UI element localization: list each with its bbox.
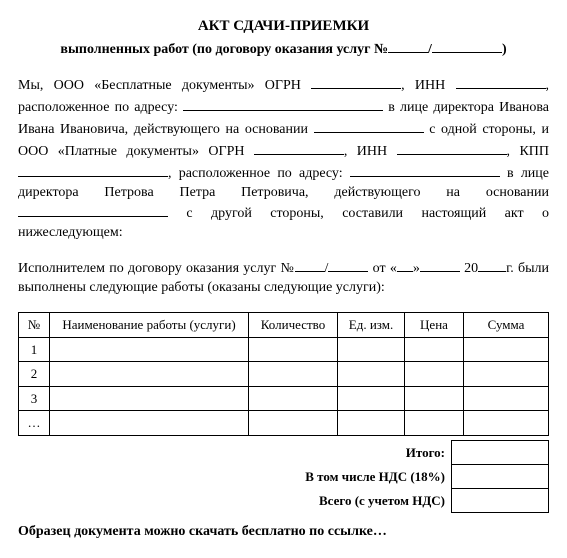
cell-num: …: [19, 411, 50, 436]
totals-total-box[interactable]: [452, 488, 549, 512]
blank-contract-num2[interactable]: [432, 38, 502, 53]
cell-price[interactable]: [405, 411, 464, 436]
table-row: …: [19, 411, 549, 436]
cell-price[interactable]: [405, 362, 464, 387]
totals-nds-label: В том числе НДС (18%): [18, 464, 452, 488]
cell-sum[interactable]: [464, 362, 549, 387]
p1-f: , ИНН: [344, 144, 397, 159]
totals-block: Итого: В том числе НДС (18%) Всего (с уч…: [18, 440, 549, 513]
cell-num: 2: [19, 362, 50, 387]
th-price: Цена: [405, 313, 464, 338]
cell-name[interactable]: [50, 337, 249, 362]
subtitle-post: ): [502, 42, 507, 57]
blank-svcnum1[interactable]: [295, 257, 325, 272]
totals-itogo-box[interactable]: [452, 440, 549, 464]
cell-qty[interactable]: [249, 411, 338, 436]
cell-qty[interactable]: [249, 362, 338, 387]
blank-day[interactable]: [397, 257, 413, 272]
cell-price[interactable]: [405, 337, 464, 362]
th-name: Наименование работы (услуги): [50, 313, 249, 338]
th-qty: Количество: [249, 313, 338, 338]
blank-inn2[interactable]: [397, 140, 507, 155]
blank-basis1[interactable]: [314, 118, 424, 133]
cell-qty[interactable]: [249, 386, 338, 411]
services-table: № Наименование работы (услуги) Количеств…: [18, 312, 549, 436]
cell-qty[interactable]: [249, 337, 338, 362]
para1: Мы, ООО «Бесплатные документы» ОГРН , ИН…: [18, 74, 549, 243]
blank-basis2[interactable]: [18, 202, 168, 217]
cell-sum[interactable]: [464, 411, 549, 436]
cell-name[interactable]: [50, 362, 249, 387]
table-row: 1: [19, 337, 549, 362]
para2: Исполнителем по договору оказания услуг …: [18, 257, 549, 298]
cell-unit[interactable]: [338, 386, 405, 411]
totals-nds-box[interactable]: [452, 464, 549, 488]
cell-price[interactable]: [405, 386, 464, 411]
p1-b: , ИНН: [401, 78, 455, 93]
blank-contract-num1[interactable]: [388, 38, 428, 53]
cell-name[interactable]: [50, 386, 249, 411]
cell-unit[interactable]: [338, 337, 405, 362]
cell-unit[interactable]: [338, 362, 405, 387]
doc-title: АКТ СДАЧИ-ПРИЕМКИ: [18, 16, 549, 36]
footer-note: Образец документа можно скачать бесплатн…: [18, 523, 549, 542]
p2-a: Исполнителем по договору оказания услуг …: [18, 261, 295, 276]
totals-total-label: Всего (с учетом НДС): [18, 488, 452, 512]
p2-b: от «: [368, 261, 396, 276]
table-header-row: № Наименование работы (услуги) Количеств…: [19, 313, 549, 338]
blank-ogrn2[interactable]: [254, 140, 344, 155]
blank-kpp2[interactable]: [18, 162, 168, 177]
cell-unit[interactable]: [338, 411, 405, 436]
p1-a: Мы, ООО «Бесплатные документы» ОГРН: [18, 78, 311, 93]
cell-num: 1: [19, 337, 50, 362]
cell-num: 3: [19, 386, 50, 411]
th-sum: Сумма: [464, 313, 549, 338]
th-unit: Ед. изм.: [338, 313, 405, 338]
p2-d: 20: [460, 261, 478, 276]
blank-year[interactable]: [478, 257, 506, 272]
totals-itogo-label: Итого:: [18, 440, 452, 464]
subtitle-pre: выполненных работ (по договору оказания …: [60, 42, 388, 57]
cell-sum[interactable]: [464, 386, 549, 411]
blank-addr1[interactable]: [183, 96, 383, 111]
blank-month[interactable]: [420, 257, 460, 272]
cell-name[interactable]: [50, 411, 249, 436]
blank-ogrn1[interactable]: [311, 74, 401, 89]
p1-g: , КПП: [507, 144, 549, 159]
blank-inn1[interactable]: [456, 74, 546, 89]
table-row: 3: [19, 386, 549, 411]
blank-addr2[interactable]: [350, 162, 500, 177]
blank-svcnum2[interactable]: [328, 257, 368, 272]
doc-subtitle: выполненных работ (по договору оказания …: [18, 38, 549, 60]
cell-sum[interactable]: [464, 337, 549, 362]
p2-c: »: [413, 261, 420, 276]
p1-h: , расположенное по адресу:: [168, 166, 350, 181]
th-num: №: [19, 313, 50, 338]
table-row: 2: [19, 362, 549, 387]
